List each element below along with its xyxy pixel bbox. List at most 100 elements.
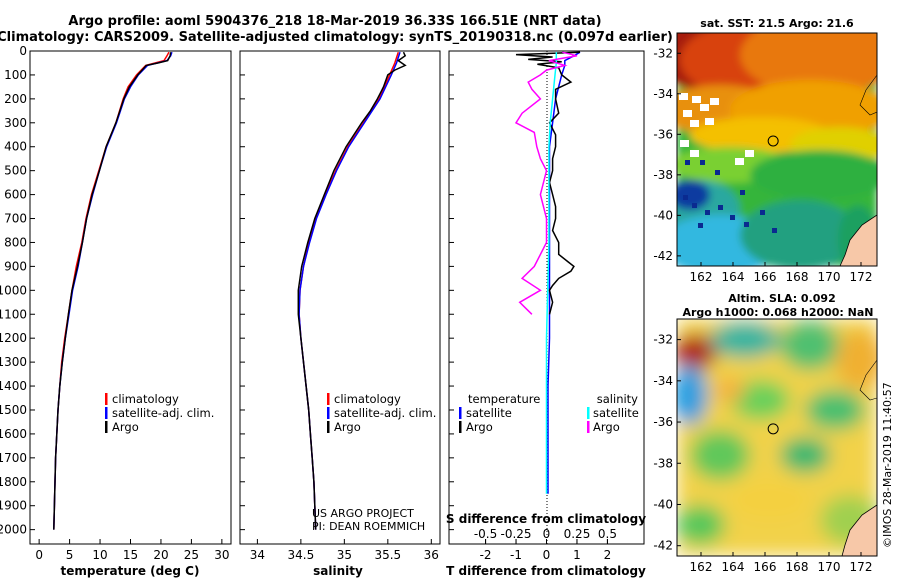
- x-tick-label: 5: [66, 548, 74, 562]
- map-lat-label: -32: [653, 333, 673, 347]
- legend-temperature-item-label: Argo: [466, 420, 493, 434]
- salinity-xlabel: salinity: [313, 564, 363, 578]
- sla-coast: [841, 504, 877, 556]
- map-lat-label: -38: [653, 168, 673, 182]
- p1-series-climatology: [53, 51, 170, 530]
- y-tick-label: 1700: [0, 451, 27, 465]
- sla-blob: [710, 322, 780, 358]
- sla-blob: [690, 430, 750, 480]
- sst-pixel: [772, 228, 777, 233]
- y-tick-label: 100: [4, 68, 27, 82]
- sst-pixel: [692, 203, 697, 208]
- map-lat-label: -34: [653, 87, 673, 101]
- legend-salinity-heading: salinity: [597, 392, 638, 406]
- salinity-difference-axis: -0.5-0.2500.250.5: [474, 527, 617, 544]
- y-tick-label: 300: [4, 116, 27, 130]
- s-diff-tick-label: -0.25: [501, 527, 532, 541]
- legend-salinity-swatch: [587, 421, 590, 433]
- legend-temperature-item-swatch: [459, 421, 462, 433]
- credit-line-2: PI: DEAN ROEMMICH: [312, 520, 425, 533]
- salinity-difference-label: S difference from climatology: [446, 512, 646, 526]
- legend-salinity-label: Argo: [593, 420, 620, 434]
- temperature-difference-label: T difference from climatology: [446, 564, 646, 578]
- legend-temperature-heading: temperature: [468, 392, 540, 406]
- sst-blob: [740, 33, 877, 95]
- sla-blob: [805, 390, 865, 430]
- s-diff-tick-label: -0.5: [474, 527, 497, 541]
- sst-blob: [750, 150, 877, 200]
- salinity-legend-item-swatch: [327, 393, 330, 405]
- x-tick-label: 1: [573, 548, 581, 562]
- salinity-axes-frame: [239, 50, 441, 545]
- x-tick-label: 36: [424, 548, 439, 562]
- s-diff-tick-label: 0.5: [598, 527, 617, 541]
- sla-blob: [677, 505, 725, 545]
- map-lat-label: -40: [653, 208, 673, 222]
- sst-missing-pixel: [710, 98, 719, 105]
- sst-pixel: [740, 190, 745, 195]
- sst-blob: [740, 200, 860, 266]
- difference-lines: [514, 51, 581, 494]
- p2-series-climatology: [298, 51, 400, 530]
- map-lat-label: -42: [653, 249, 673, 263]
- difference-y-ticks: [449, 50, 454, 531]
- y-tick-label: 500: [4, 164, 27, 178]
- depth-axis: 0 100 200 300 400 500 600 700 800 900 1000 1100 1200…: [0, 44, 35, 537]
- sst-pixel: [744, 222, 749, 227]
- p2-series-argo: [297, 51, 407, 530]
- sst-land: [839, 74, 877, 266]
- map-lon-label: 172: [850, 270, 873, 284]
- map-lat-label: -34: [653, 374, 673, 388]
- credit-line-1: US ARGO PROJECT: [312, 507, 414, 520]
- map-lon-label: 172: [850, 560, 873, 574]
- p1-series-argo: [53, 52, 172, 530]
- y-tick-label: 1800: [0, 475, 27, 489]
- map-lon-label: 170: [818, 270, 841, 284]
- sst-missing-pixel: [700, 104, 709, 111]
- x-tick-label: 35: [337, 548, 352, 562]
- map-lat-label: -40: [653, 497, 673, 511]
- y-tick-label: 800: [4, 235, 27, 249]
- y-tick-label: 2000: [0, 523, 27, 537]
- salinity-legend-item-label: satellite-adj. clim.: [334, 406, 436, 420]
- legend-temperature-item-swatch: [459, 407, 462, 419]
- temperature-lines: [53, 51, 173, 530]
- x-tick-label: -2: [480, 548, 492, 562]
- map-lon-label: 168: [786, 270, 809, 284]
- y-tick-label: 700: [4, 212, 27, 226]
- sla-blob: [677, 365, 708, 425]
- salinity-lines: [297, 51, 407, 530]
- sst-pixels: [679, 93, 777, 233]
- legend-salinity-label: satellite: [593, 406, 639, 420]
- x-tick-label: 2: [604, 548, 612, 562]
- sla-blob: [835, 330, 877, 390]
- sst-pixel: [700, 160, 705, 165]
- sst-field: [677, 33, 877, 266]
- x-tick-label: 30: [214, 548, 229, 562]
- y-tick-label: 900: [4, 259, 27, 273]
- y-tick-label: 1900: [0, 499, 27, 513]
- y-tick-label: 1200: [0, 331, 27, 345]
- map-lat-label: -36: [653, 127, 673, 141]
- y-tick-label: 0: [19, 44, 27, 58]
- x-tick-label: 34.5: [288, 548, 315, 562]
- temperature-xlabel: temperature (deg C): [61, 564, 200, 578]
- s-diff-tick-label: 0.25: [564, 527, 591, 541]
- sla-map: Altim. SLA: 0.092 Argo h1000: 0.068 h200…: [653, 292, 878, 574]
- y-tick-label: 1500: [0, 403, 27, 417]
- legend-temperature-item-label: satellite: [466, 406, 512, 420]
- title-line-1: Argo profile: aoml 5904376_218 18-Mar-20…: [68, 14, 601, 29]
- difference-panel: -2 -1 0 1 2 -0.5 -0.25 0 0.25 0.5 S difference f…: [446, 50, 646, 578]
- temperature-legend-item-swatch: [105, 393, 108, 405]
- sst-pixel: [715, 170, 720, 175]
- y-tick-label: 1300: [0, 355, 27, 369]
- sla-blob: [677, 334, 717, 370]
- temperature-legend-item-label: Argo: [112, 420, 139, 434]
- salinity-legend-item-swatch: [327, 407, 330, 419]
- map-lat-label: -36: [653, 415, 673, 429]
- map-lon-label: 168: [786, 560, 809, 574]
- map-lat-label: -38: [653, 456, 673, 470]
- y-tick-label: 1100: [0, 307, 27, 321]
